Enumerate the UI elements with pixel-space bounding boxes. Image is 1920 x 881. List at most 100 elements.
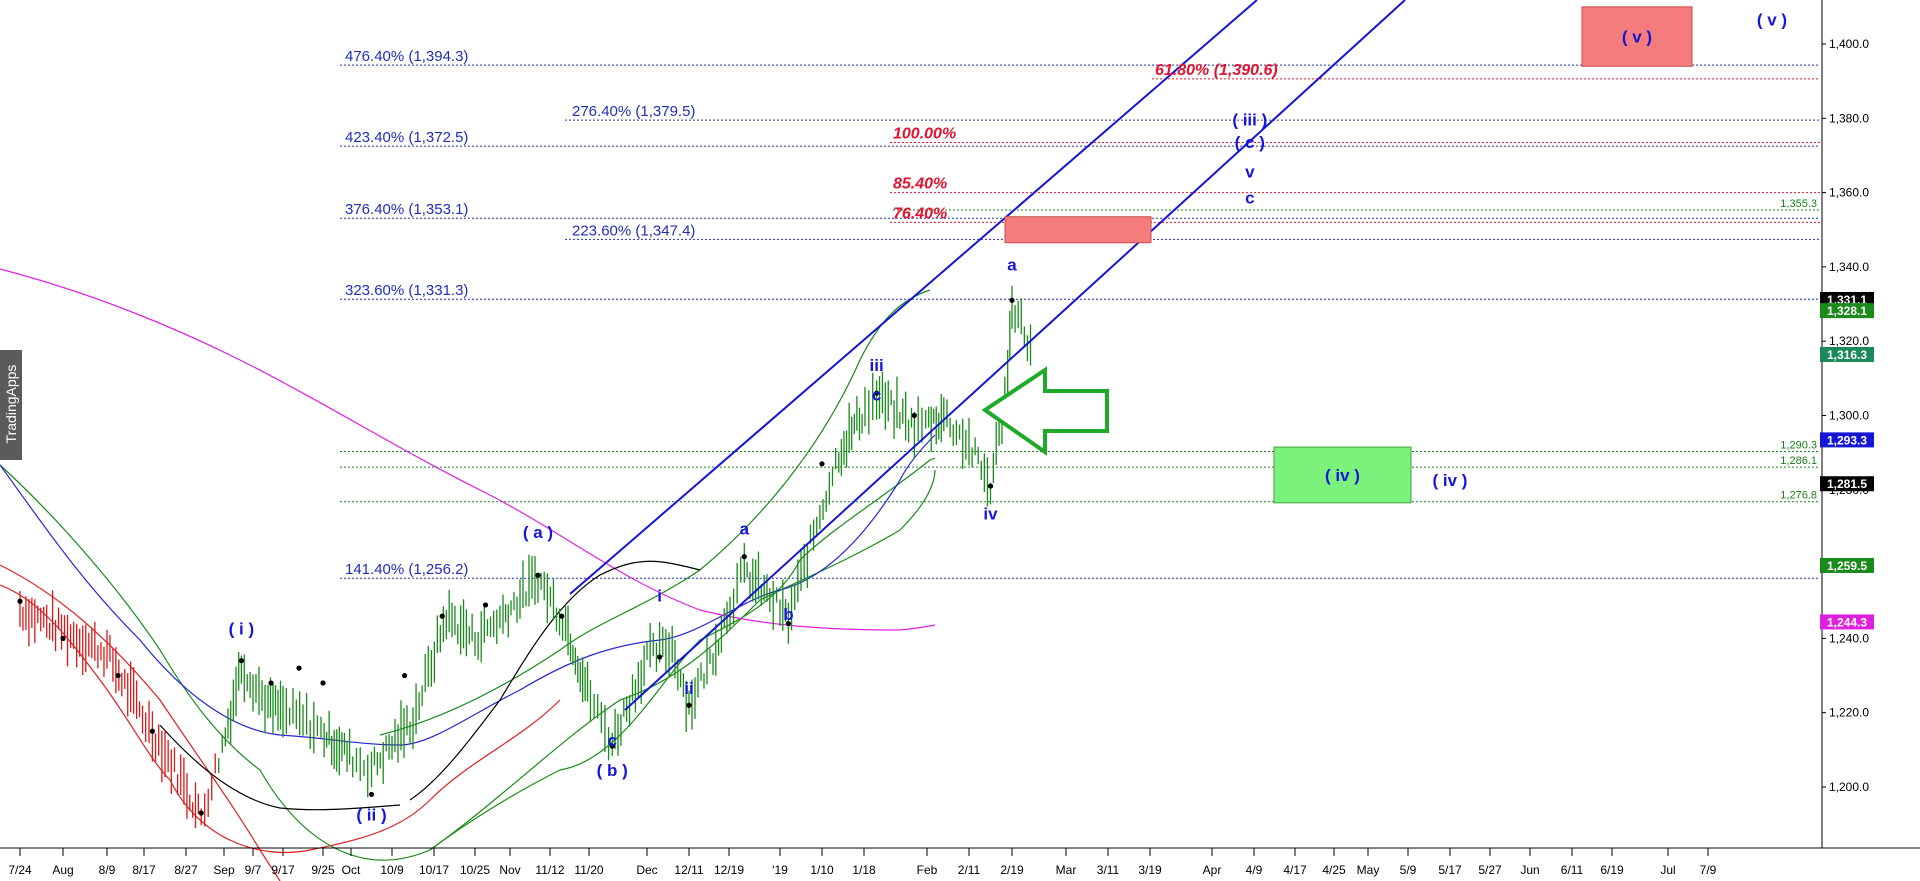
swing-point (741, 554, 747, 560)
x-tick-label: 10/17 (419, 863, 449, 877)
x-tick-label: 7/9 (1700, 863, 1717, 877)
price-badge (1820, 303, 1874, 319)
channel-lower-line (624, 0, 1406, 711)
fib-level-label: 476.40% (1,394.3) (345, 48, 468, 65)
wave-label: ii (684, 679, 693, 698)
x-tick-label: 1/10 (810, 863, 834, 877)
y-tick-label: 1,200.0 (1829, 780, 1869, 794)
swing-point (535, 572, 541, 578)
x-tick-label: 5/27 (1478, 863, 1502, 877)
fib-labels: 476.40% (1,394.3) 276.40% (1,379.5) 423.40… (345, 48, 1817, 578)
y-tick-label: 1,300.0 (1829, 409, 1869, 423)
x-tick-label: 6/19 (1600, 863, 1624, 877)
y-tick-label: 1,240.0 (1829, 631, 1869, 645)
swing-point (320, 680, 326, 686)
swing-point (268, 680, 274, 686)
x-tick-label: 5/17 (1438, 863, 1462, 877)
swing-point (609, 743, 615, 749)
wave-label: ( i ) (229, 620, 255, 639)
x-tick-label: Apr (1203, 863, 1222, 877)
price-badge-label: 1,244.3 (1827, 615, 1867, 629)
y-tick-label: 1,400.0 (1829, 37, 1869, 51)
x-tick-label: 9/25 (311, 863, 335, 877)
support-level-label: 1,276.8 (1780, 490, 1817, 502)
red-fib-level-label: 61.80% (1,390.6) (1155, 62, 1278, 79)
swing-point (115, 672, 121, 679)
x-tick-label: 3/11 (1097, 863, 1120, 877)
band-curve (0, 434, 936, 746)
x-tick-label: 7/24 (8, 863, 32, 877)
price-badge (1820, 614, 1874, 630)
price-levels (340, 64, 1820, 579)
price-badge (1820, 432, 1874, 448)
band-curve (429, 469, 936, 851)
swing-point (60, 635, 66, 642)
x-tick-label: Dec (636, 863, 657, 877)
price-badge-label: 1,328.1 (1827, 304, 1867, 318)
x-tick-label: Jul (1660, 863, 1675, 877)
x-tick-label: May (1357, 863, 1380, 877)
price-badge-label: 1,281.5 (1827, 477, 1867, 491)
price-badge-label: 1,259.5 (1827, 559, 1867, 573)
x-tick-label: Oct (342, 863, 361, 877)
x-tick-label: 6/11 (1561, 863, 1584, 877)
band-curve (0, 564, 281, 881)
wave-label: ( a ) (523, 523, 553, 542)
price-badge (1820, 476, 1874, 492)
red-fib-level-label: 100.00% (893, 125, 956, 142)
target-zone (1581, 6, 1693, 67)
wave-label: i (657, 586, 662, 605)
swing-point (686, 702, 692, 708)
price-bars (17, 285, 1032, 829)
wave-label: ( iii ) (1232, 111, 1267, 130)
swing-point (368, 791, 375, 798)
price-badge (1820, 346, 1874, 362)
wave-label: b (783, 605, 793, 624)
y-tick-label: 1,380.0 (1829, 111, 1869, 125)
y-tick-label: 1,340.0 (1829, 260, 1869, 274)
price-badge (1820, 557, 1874, 573)
wave-label: c (607, 731, 616, 750)
swing-point (819, 461, 825, 467)
band-curve (409, 560, 701, 801)
red-fib-level-label: 85.40% (893, 176, 947, 193)
support-level-label: 1,286.1 (1780, 455, 1817, 467)
price-badge-label: 1,293.3 (1827, 433, 1867, 447)
support-level-label: 1,355.3 (1780, 198, 1817, 210)
x-tick-label: 9/7 (245, 863, 262, 877)
fib-level-label: 141.40% (1,256.2) (345, 561, 468, 578)
fib-level-label: 323.60% (1,331.3) (345, 282, 468, 299)
target-zones: ( iv ) ( v ) (1004, 6, 1693, 504)
y-tick-label: 1,320.0 (1829, 334, 1869, 348)
wave-label: a (740, 519, 750, 538)
x-tick-label: 10/25 (460, 863, 490, 877)
wave-label: ( ii ) (356, 805, 386, 824)
x-tick-label: 11/20 (574, 863, 603, 877)
x-tick-label: 8/27 (174, 863, 198, 877)
wave-label: v (1245, 163, 1255, 182)
x-tick-label: 3/19 (1138, 863, 1162, 877)
target-zone-label: ( v ) (1622, 28, 1652, 47)
wave-labels: ( i )( ii )( a )c( b )iiiabiiicivab( iii… (229, 10, 1787, 824)
band-curve (0, 457, 936, 861)
y-tick-label: 1,220.0 (1829, 706, 1869, 720)
wave-label: ( b ) (597, 761, 628, 780)
x-tick-label: Aug (52, 863, 73, 877)
x-tick-label: 8/9 (99, 863, 116, 877)
wave-label: iv (983, 505, 998, 524)
fib-level-label: 223.60% (1,347.4) (572, 222, 695, 239)
x-tick-label: Mar (1056, 863, 1077, 877)
x-tick-label: 4/25 (1322, 863, 1346, 877)
swing-point (482, 602, 489, 608)
price-badge-label: 1,316.3 (1827, 348, 1867, 362)
wave-label: c (872, 386, 881, 405)
swing-point (657, 654, 663, 660)
swing-point (402, 672, 408, 679)
x-tick-label: 12/11 (674, 863, 703, 877)
target-zone (1004, 216, 1152, 244)
swing-point (17, 598, 23, 604)
x-tick-label: Sep (213, 863, 235, 877)
fib-level-label: 423.40% (1,372.5) (345, 129, 468, 146)
